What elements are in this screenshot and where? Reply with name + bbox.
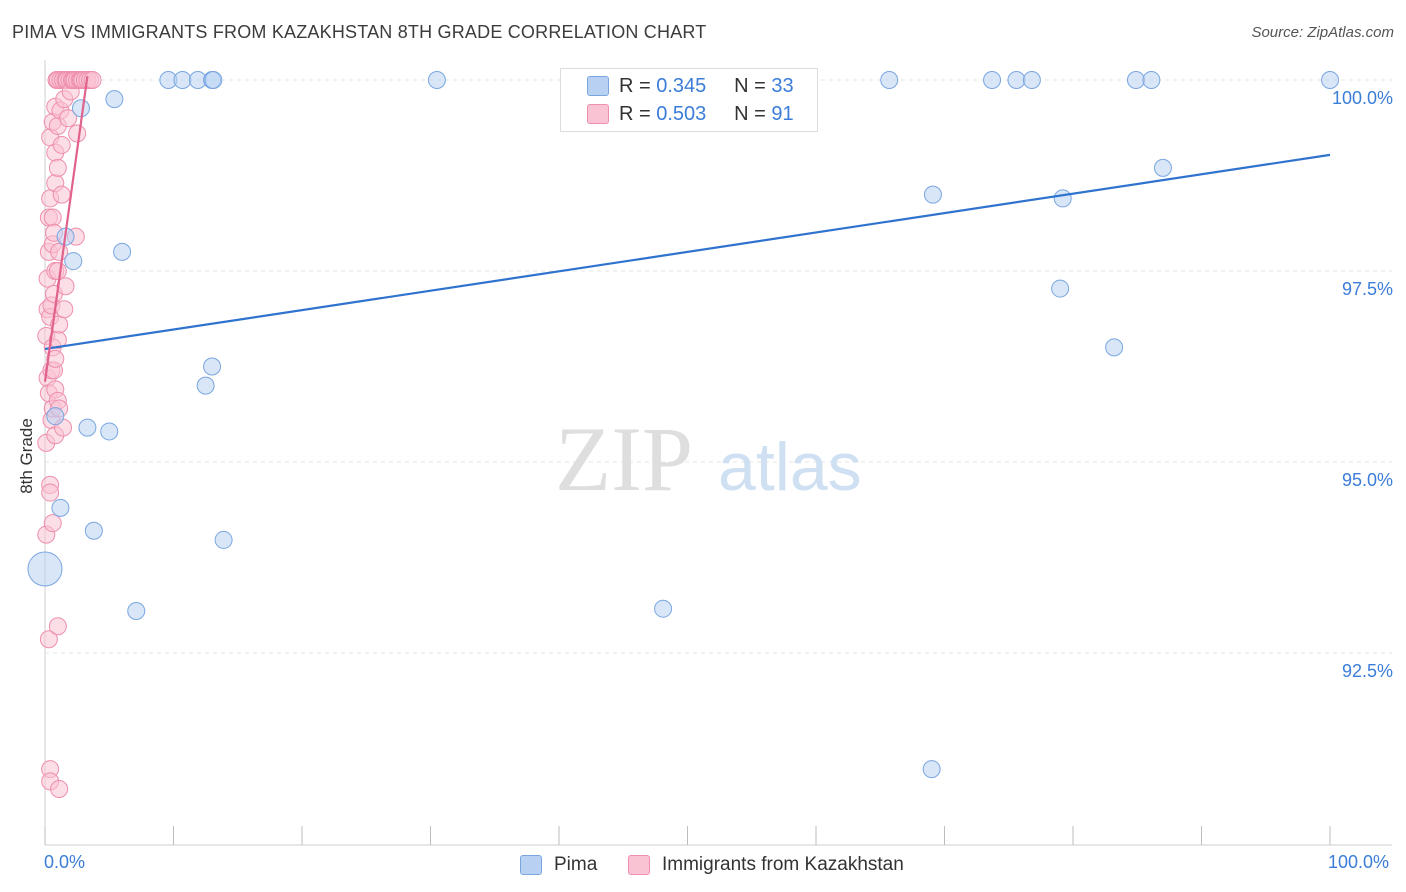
series-legend: Pima Immigrants from Kazakhstan <box>0 852 1406 878</box>
pima-point <box>51 498 70 517</box>
kazakhstan-point <box>56 277 75 296</box>
pima-point <box>923 185 942 204</box>
pima-point <box>1321 71 1339 89</box>
r-label: R = <box>619 102 651 125</box>
pima-point <box>27 551 63 587</box>
kazakhstan-point <box>50 779 69 798</box>
kazakhstan-point <box>48 617 67 636</box>
pima-point <box>196 376 215 395</box>
x-tick-label-min: 0.0% <box>44 852 86 872</box>
kazakhstan-point <box>46 349 65 368</box>
pima-point <box>880 71 899 89</box>
legend-label-kazakhstan: Immigrants from Kazakhstan <box>662 854 904 875</box>
watermark-zip: ZIP <box>555 408 693 510</box>
y-axis-label: 8th Grade <box>17 418 36 494</box>
pima-point <box>1051 279 1070 298</box>
y-tick-label: 100.0% <box>1332 88 1393 108</box>
trend-lines <box>43 76 1331 382</box>
pima-point <box>214 530 233 549</box>
kazakhstan-point <box>48 158 67 177</box>
watermark-atlas: atlas <box>718 429 862 505</box>
kazakhstan-point <box>39 630 58 649</box>
r-label: R = <box>619 74 651 97</box>
pima-point <box>78 418 97 437</box>
y-tick-labels: 100.0% 97.5% 95.0% 92.5% <box>1332 88 1393 681</box>
watermark: ZIP atlas <box>555 408 862 510</box>
series-kazakhstan <box>37 71 102 798</box>
pima-point <box>654 599 673 618</box>
stats-legend: R = 0.345 N = 33 R = 0.503 N = 91 <box>560 68 818 132</box>
pima-point <box>1007 71 1026 89</box>
pima-swatch <box>587 76 609 96</box>
kazakhstan-point <box>41 483 60 502</box>
pima-point <box>64 252 83 271</box>
kazakhstan-point <box>43 514 62 533</box>
kazakhstan-point <box>59 109 78 128</box>
axes <box>44 60 1392 846</box>
x-tick-label-max: 100.0% <box>1328 852 1390 872</box>
pima-point <box>1142 71 1161 89</box>
pima-point <box>1105 338 1124 357</box>
pima-point <box>1053 189 1072 208</box>
kazakhstan-point <box>48 262 67 280</box>
n-label: N = <box>734 102 766 125</box>
pima-trend-line <box>44 153 1331 351</box>
pima-point <box>922 760 941 779</box>
pima-point <box>113 242 132 261</box>
pima-point <box>427 71 446 89</box>
pima-point <box>1153 158 1172 177</box>
n-value: 91 <box>771 102 794 125</box>
pima-swatch <box>520 855 542 875</box>
kazakhstan-point <box>43 208 62 227</box>
pima-point <box>84 521 103 540</box>
kazakhstan-point <box>83 71 102 89</box>
y-tick-label: 95.0% <box>1342 470 1393 490</box>
y-tick-label: 97.5% <box>1342 279 1393 299</box>
pima-point <box>204 71 223 89</box>
chart-title: PIMA VS IMMIGRANTS FROM KAZAKHSTAN 8TH G… <box>12 22 707 42</box>
pima-point <box>1022 71 1041 89</box>
pima-point <box>71 99 90 118</box>
kazakhstan-point <box>55 300 74 319</box>
kazakhstan-point <box>52 135 71 154</box>
pima-point <box>100 422 119 441</box>
legend-label-pima: Pima <box>554 854 598 875</box>
grid <box>45 79 1392 654</box>
pima-point <box>46 407 65 426</box>
y-tick-label: 92.5% <box>1342 661 1393 681</box>
series-pima <box>27 71 1339 779</box>
r-value: 0.503 <box>656 102 707 125</box>
kazakhstan-point <box>68 124 87 143</box>
kazakhstan-swatch <box>587 104 609 124</box>
kazakhstan-swatch <box>628 855 650 875</box>
kazakhstan-trend-line <box>43 76 89 382</box>
legend-item-pima[interactable]: Pima <box>520 852 597 878</box>
pima-point <box>203 357 222 376</box>
pima-point <box>173 71 192 89</box>
n-label: N = <box>734 74 766 97</box>
pima-point <box>983 71 1002 89</box>
n-value: 33 <box>771 74 794 97</box>
pima-point <box>105 90 124 109</box>
pima-point <box>1126 71 1145 89</box>
pima-point <box>127 601 146 620</box>
r-value: 0.345 <box>656 74 707 97</box>
kazakhstan-point <box>52 185 71 204</box>
source-label: Source: ZipAtlas.com <box>1251 24 1394 41</box>
legend-item-kazakhstan[interactable]: Immigrants from Kazakhstan <box>628 852 904 878</box>
